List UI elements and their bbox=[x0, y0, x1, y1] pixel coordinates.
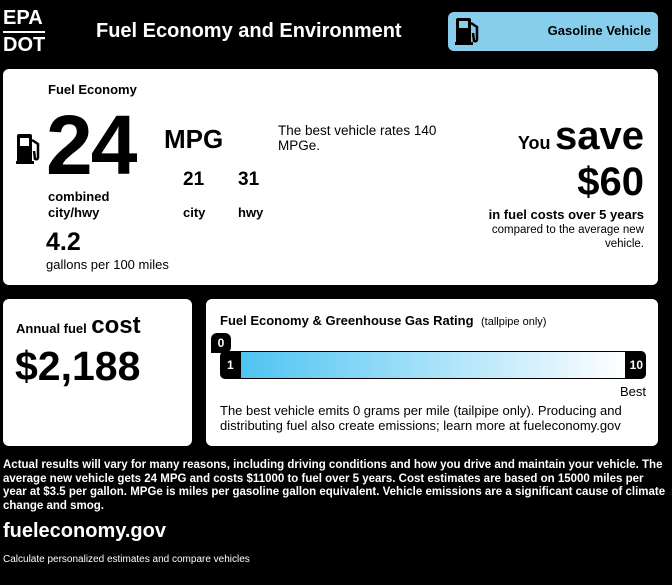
mpg-unit: MPG bbox=[164, 124, 224, 154]
epa-label: EPA bbox=[3, 7, 43, 29]
logo-divider bbox=[3, 31, 45, 33]
savings-heading: You save bbox=[518, 114, 644, 159]
fuel-pump-icon bbox=[455, 18, 479, 45]
annual-fuel-label: Annual fuel bbox=[16, 321, 87, 336]
rating-value-marker: 0 bbox=[211, 333, 231, 353]
city-label: city bbox=[183, 205, 206, 220]
fueleconomy-link[interactable]: fueleconomy.gov bbox=[3, 520, 166, 542]
rating-gradient bbox=[241, 352, 625, 378]
savings-line2: compared to the average new vehicle. bbox=[491, 224, 644, 250]
hwy-label: hwy bbox=[238, 205, 264, 220]
rating-heading: Fuel Economy & Greenhouse Gas Rating (ta… bbox=[220, 312, 546, 330]
disclaimer: Actual results will vary for many reason… bbox=[3, 459, 666, 512]
annual-cost-heading: Annual fuel cost bbox=[16, 312, 141, 340]
rating-max: 10 bbox=[629, 358, 643, 372]
cost-label: cost bbox=[91, 312, 141, 339]
save-label: save bbox=[555, 114, 644, 158]
combined-mpg: 24 bbox=[46, 98, 137, 192]
city-mpg: 21 bbox=[183, 169, 205, 190]
rating-min: 1 bbox=[227, 358, 234, 372]
vehicle-type-badge: Gasoline Vehicle bbox=[448, 12, 658, 51]
footer-tagline: Calculate personalized estimates and com… bbox=[3, 554, 250, 565]
best-label: Best bbox=[619, 384, 646, 399]
rating-title: Fuel Economy & Greenhouse Gas Rating bbox=[220, 313, 474, 328]
savings-amount: $60 bbox=[577, 160, 644, 204]
vehicle-type: Gasoline Vehicle bbox=[547, 23, 651, 38]
dot-label: DOT bbox=[3, 34, 46, 56]
fuel-economy-card bbox=[3, 69, 658, 285]
hwy-mpg: 31 bbox=[238, 169, 260, 190]
rating-scale: 1 10 bbox=[220, 351, 646, 379]
rating-description: The best vehicle emits 0 grams per mile … bbox=[220, 403, 622, 433]
fuel-pump-icon bbox=[16, 134, 40, 164]
best-vehicle-mpg: The best vehicle rates 140 MPGe. bbox=[278, 123, 437, 153]
rating-subtitle: (tallpipe only) bbox=[481, 316, 547, 328]
city-hwy-label: city/hwy bbox=[48, 205, 100, 220]
gallons-label: gallons per 100 miles bbox=[46, 257, 169, 272]
label-title: Fuel Economy and Environment bbox=[96, 20, 402, 42]
gallons-per-100: 4.2 bbox=[46, 228, 81, 256]
combined-label: combined bbox=[48, 189, 110, 204]
you-label: You bbox=[517, 133, 551, 153]
fuel-economy-label: Fuel Economy bbox=[48, 82, 137, 97]
annual-cost-amount: $2,188 bbox=[15, 343, 141, 389]
savings-line1: in fuel costs over 5 years bbox=[488, 207, 644, 222]
annual-cost-card bbox=[3, 299, 192, 446]
